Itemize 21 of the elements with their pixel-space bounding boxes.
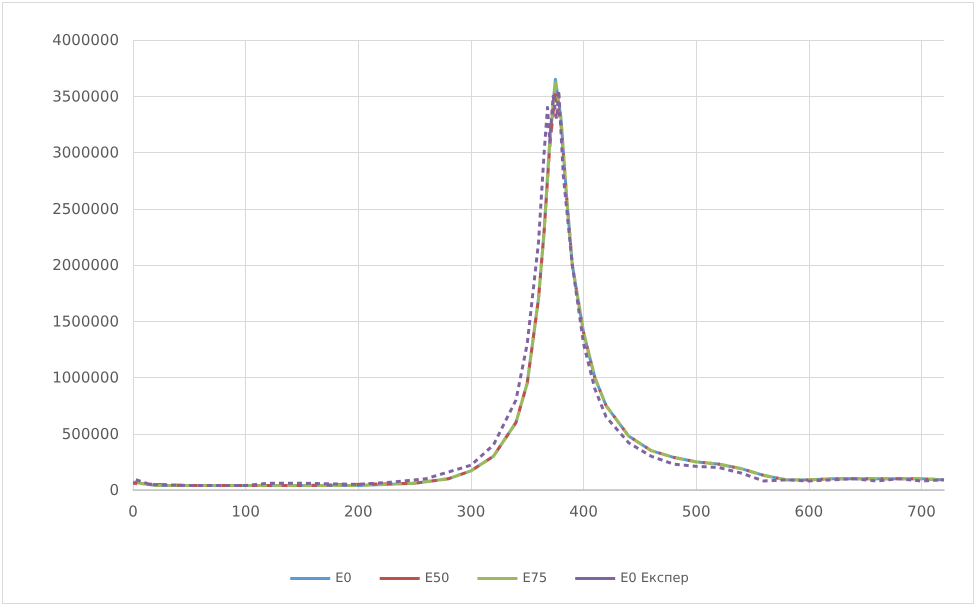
y-tick-label: 2000000 [52,256,119,274]
y-tick-label: 3500000 [52,87,119,106]
x-tick-label: 200 [344,502,373,520]
y-tick-label: 2500000 [52,200,119,218]
y-tick-label: 3000000 [52,144,119,162]
x-tick-label: 0 [128,502,138,520]
y-tick-label: 500000 [62,424,119,443]
y-tick-label: 4000000 [52,31,119,49]
y-tick-label: 0 [109,481,119,499]
x-tick-label: 700 [907,502,936,520]
legend-label: E50 [424,571,450,586]
legend-label: E75 [522,571,548,586]
y-tick-label: 1500000 [52,312,119,330]
x-tick-label: 600 [794,502,824,520]
y-tick-label: 1000000 [52,368,119,386]
x-tick-label: 100 [231,502,260,520]
x-tick-label: 500 [682,502,711,520]
x-tick-label: 300 [456,502,486,520]
legend-label: E0 [335,571,352,586]
legend-label: E0 Експер [620,571,689,586]
x-tick-label: 400 [569,502,598,520]
